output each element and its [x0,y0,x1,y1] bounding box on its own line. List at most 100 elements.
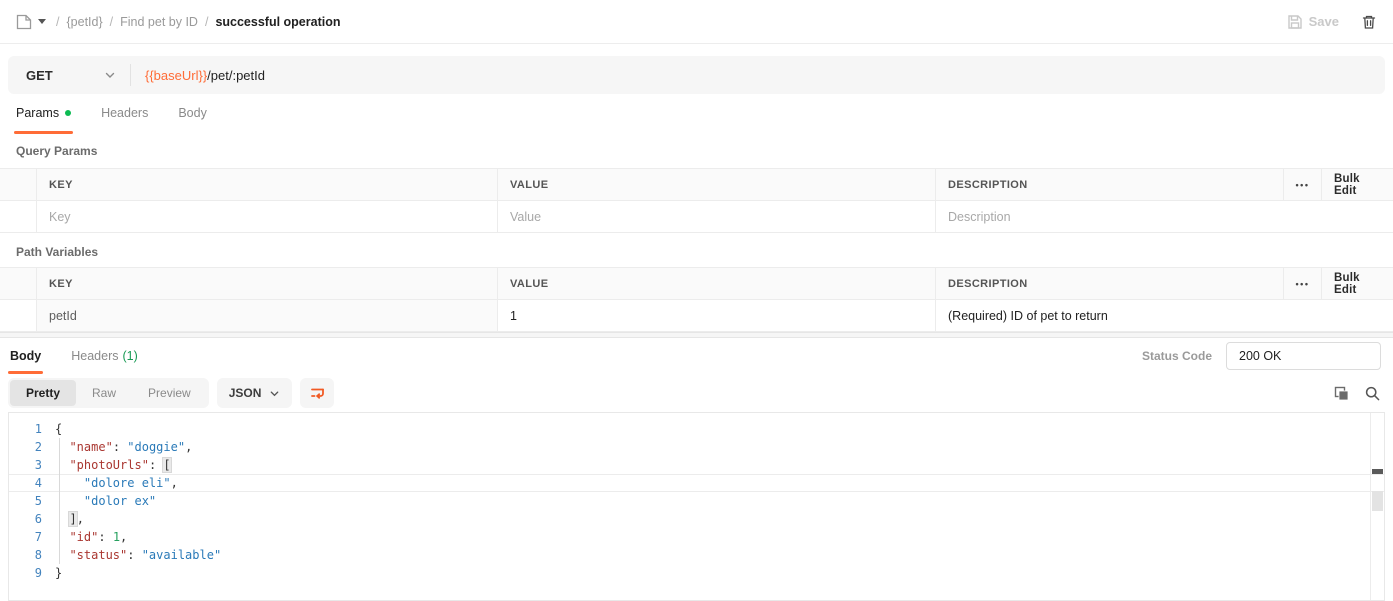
code-token: : [112,440,128,454]
code-token [55,458,69,472]
code-line[interactable]: 8 "status": "available" [9,546,1384,564]
format-select[interactable]: JSON [216,378,293,408]
code-text: "id": 1, [55,528,127,546]
pane-splitter[interactable] [0,332,1393,338]
bulk-edit-button[interactable]: Bulk Edit [1321,268,1393,299]
key-input[interactable] [49,209,485,224]
breadcrumb-separator: / [109,14,114,29]
key-input[interactable] [49,308,485,323]
code-token: "dolore eli" [83,476,171,490]
value-cell [497,201,935,232]
code-token: : [148,458,164,472]
view-raw-label: Raw [92,386,117,400]
url-path: /pet/:petId [207,67,265,83]
view-preview-button[interactable]: Preview [132,380,207,406]
status-code-input[interactable] [1226,342,1381,370]
code-token: "id" [69,530,99,544]
value-input[interactable] [510,209,923,224]
response-tab-body[interactable]: Body [8,338,44,374]
scrollbar[interactable] [1370,413,1384,600]
code-text: "dolore eli", [55,475,178,491]
scrollbar-thumb[interactable] [1372,491,1383,511]
code-token: { [55,422,63,436]
code-token [55,440,69,454]
description-input[interactable] [948,308,1271,323]
wrap-lines-button[interactable] [300,378,335,408]
line-number: 4 [34,476,42,490]
breadcrumb-separator: / [56,14,60,29]
breadcrumb-request[interactable]: Find pet by ID [120,14,198,29]
code-text: { [55,420,62,438]
bulk-edit-button[interactable]: Bulk Edit [1321,169,1393,200]
code-token: : [127,548,142,562]
code-token: , [170,476,178,490]
code-line[interactable]: 7 "id": 1, [9,528,1384,546]
table-header-row: KEY VALUE DESCRIPTION ••• Bulk Edit [0,268,1393,300]
tab-params[interactable]: Params [14,106,74,134]
code-token [55,530,69,544]
divider [130,64,131,86]
url-input[interactable]: {{baseUrl}}/pet/:petId [131,68,265,83]
row-handle-cell[interactable] [0,300,36,331]
code-line[interactable]: 9} [9,564,1384,582]
view-pretty-button[interactable]: Pretty [10,380,77,406]
copy-icon[interactable] [1333,385,1350,402]
code-token: "doggie" [127,440,186,454]
table-row [0,300,1393,332]
code-token: ] [69,512,77,526]
wrap-lines-icon [311,388,324,399]
code-line[interactable]: 2 "name": "doggie", [9,438,1384,456]
table-row [0,201,1393,233]
request-topbar: / {petId} / Find pet by ID / successful … [0,0,1393,44]
method-select[interactable]: GET [8,68,130,83]
response-tab-headers-label: Headers [71,349,119,363]
response-toolbar: Pretty Raw Preview JSON [8,378,1381,408]
description-input[interactable] [948,209,1271,224]
line-number: 2 [34,440,42,454]
search-icon[interactable] [1364,385,1381,402]
code-line[interactable]: 6 ], [9,510,1384,528]
tab-active-underline [8,371,44,374]
code-token: , [120,530,128,544]
row-handle-cell[interactable] [0,201,36,232]
value-cell [497,300,935,331]
view-pretty-label: Pretty [26,386,61,400]
tab-params-label: Params [16,106,60,120]
column-options-button[interactable]: ••• [1283,268,1321,299]
tab-body[interactable]: Body [178,106,207,134]
response-body-viewer[interactable]: 1{2 "name": "doggie", 3 "photoUrls": [4 "… [8,412,1385,601]
empty-cell [1283,300,1321,331]
row-handle-cell [0,268,36,299]
code-token: "status" [69,548,128,562]
query-params-title: Query Params [16,144,98,158]
save-button[interactable]: Save [1287,14,1339,30]
chevron-down-icon[interactable] [38,19,46,24]
column-header-key: KEY [36,268,497,299]
code-line[interactable]: 1{ [9,420,1384,438]
column-header-value: VALUE [497,169,935,200]
view-raw-button[interactable]: Raw [76,380,132,406]
table-header-row: KEY VALUE DESCRIPTION ••• Bulk Edit [0,169,1393,201]
code-token [55,512,69,526]
response-tab-headers[interactable]: Headers (1) [69,338,140,374]
trash-icon[interactable] [1361,14,1377,30]
code-line[interactable]: 4 "dolore eli", [9,474,1384,492]
code-line[interactable]: 3 "photoUrls": [ [9,456,1384,474]
format-value: JSON [228,386,262,400]
code-line[interactable]: 5 "dolor ex" [9,492,1384,510]
code-lines: 1{2 "name": "doggie", 3 "photoUrls": [4 "… [9,413,1384,582]
line-number: 9 [34,566,42,580]
tab-headers[interactable]: Headers [101,106,148,134]
query-params-table: KEY VALUE DESCRIPTION ••• Bulk Edit [0,168,1393,233]
code-token: "name" [69,440,113,454]
column-options-button[interactable]: ••• [1283,169,1321,200]
response-header: Body Headers (1) Status Code [0,338,1393,374]
line-number: 8 [34,548,42,562]
empty-cell [1321,201,1393,232]
path-variables-title: Path Variables [16,245,99,259]
empty-cell [1283,201,1321,232]
value-input[interactable] [510,308,923,323]
code-token: "photoUrls" [69,458,149,472]
breadcrumb-folder[interactable]: {petId} [66,14,103,29]
code-token: : [98,530,113,544]
